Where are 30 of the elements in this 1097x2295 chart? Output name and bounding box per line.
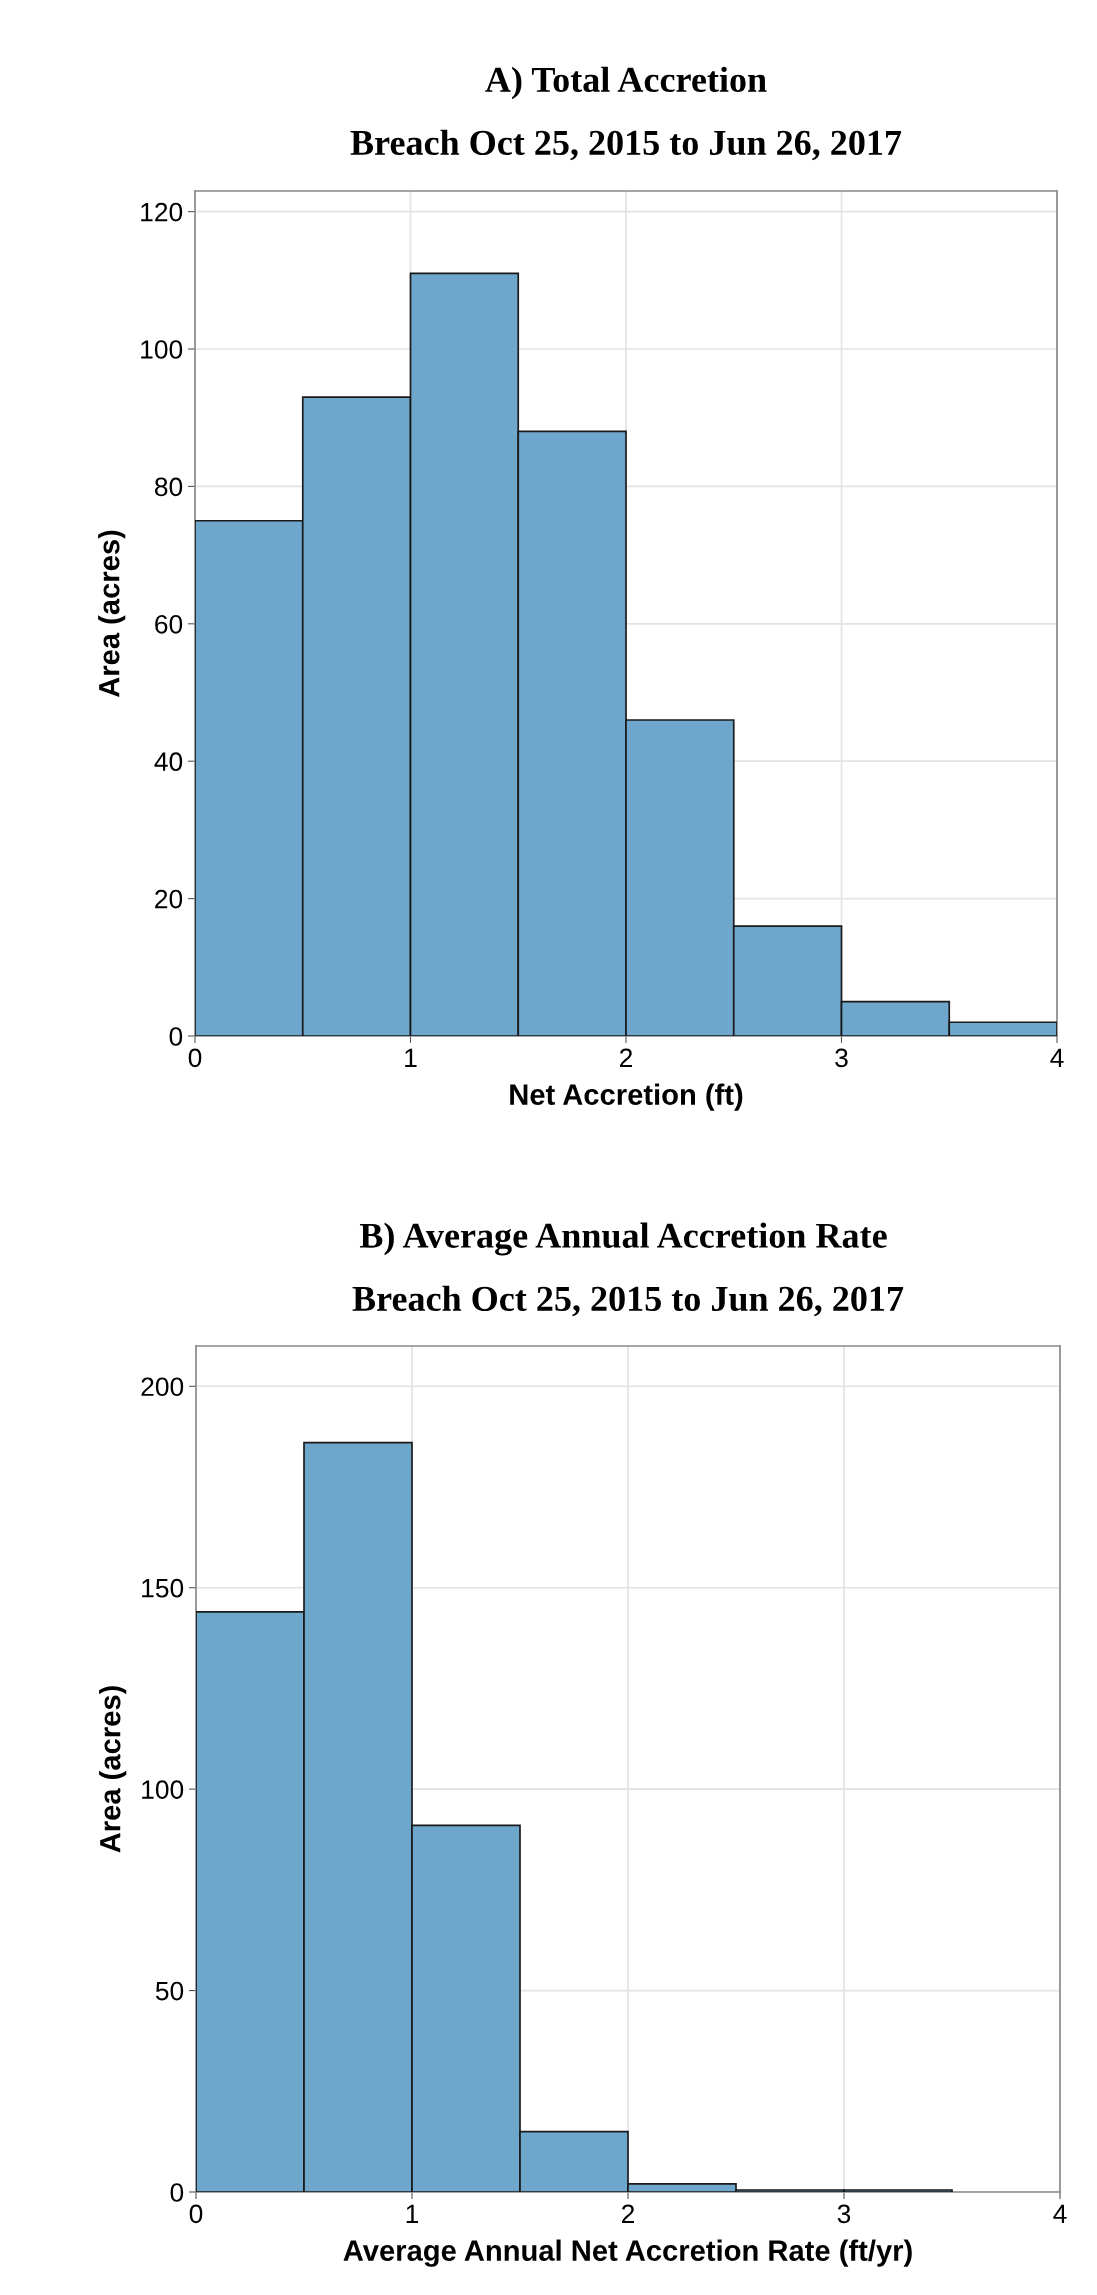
y-tick-label: 60 — [155, 614, 183, 634]
x-tick-label: 2 — [619, 1048, 633, 1067]
y-axis-title: Area (acres) — [99, 1686, 127, 1853]
x-axis-title: Net Accretion (ft) — [510, 1083, 743, 1111]
chart-subtitle: Breach Oct 25, 2015 to Jun 26, 2017 — [352, 1285, 904, 1317]
x-tick-label: 4 — [1053, 2204, 1067, 2223]
y-tick-label: 150 — [142, 1578, 184, 1598]
y-tick-label: 50 — [155, 1981, 184, 2001]
y-tick-label: 100 — [142, 1780, 184, 1799]
x-tick-label: 2 — [621, 2204, 635, 2223]
y-tick-label: 80 — [154, 477, 183, 497]
x-tick-label: 0 — [189, 2204, 203, 2224]
x-tick-label: 1 — [405, 1048, 417, 1067]
x-tick-label: 0 — [188, 1048, 202, 1068]
x-tick-label: 3 — [835, 1048, 848, 1068]
y-tick-label: 40 — [154, 752, 183, 772]
y-tick-label: 120 — [141, 202, 183, 222]
y-tick-label: 20 — [155, 889, 183, 909]
x-tick-label: 1 — [406, 2204, 419, 2223]
x-tick-label: 4 — [1050, 1048, 1064, 1067]
chart-title: A) Total Accretion — [485, 66, 767, 100]
y-axis-title: Area (acres) — [98, 530, 126, 698]
y-tick-label: 100 — [141, 340, 183, 359]
x-tick-label: 3 — [837, 2204, 851, 2224]
x-axis-title: Average Annual Net Accretion Rate (ft/yr) — [343, 2239, 912, 2267]
y-tick-label: 200 — [141, 1377, 184, 1397]
chart-title: B) Average Annual Accretion Rate — [359, 1222, 887, 1256]
chart-subtitle: Breach Oct 25, 2015 to Jun 26, 2017 — [350, 129, 902, 161]
y-tick-label: 0 — [170, 2183, 184, 2202]
y-tick-label: 0 — [169, 1027, 183, 1046]
